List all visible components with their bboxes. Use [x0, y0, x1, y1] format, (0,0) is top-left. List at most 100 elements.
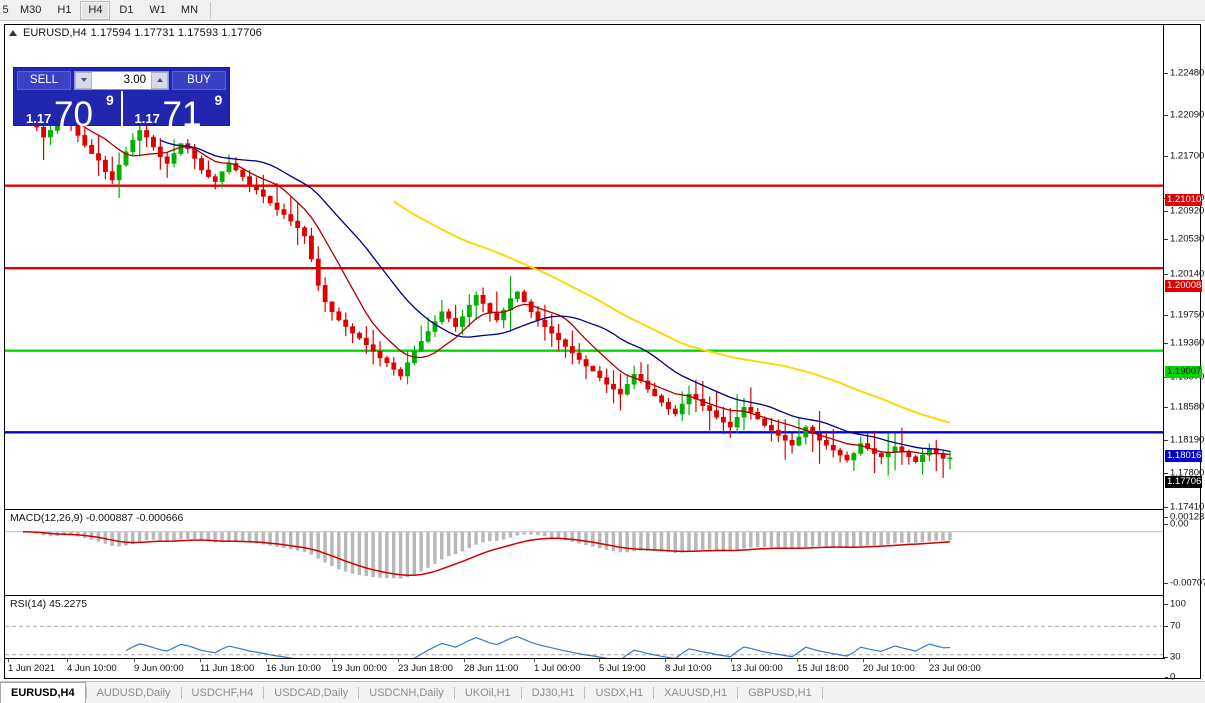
rsi-chart-svg [5, 625, 1165, 672]
macd-indicator-pane[interactable]: MACD(12,26,9) -0.000887 -0.000666 [5, 509, 1165, 594]
price-axis-tick-label: 1.17800 [1170, 467, 1205, 479]
timeframe-button-h1[interactable]: H1 [57, 4, 72, 16]
moving-average-fast [77, 122, 951, 456]
price-tag-green[interactable]: 1.19007 [1165, 366, 1203, 378]
volume-stepper[interactable]: 3.00 [74, 70, 169, 90]
buy-price-prefix: 1.17 [134, 111, 160, 126]
timeframe-toolbar: 5 M30 H1 H4 D1 W1 MN [0, 0, 1205, 21]
rsi-axis-tick-mark [1164, 677, 1168, 678]
macd-axis-tick-mark [1164, 517, 1168, 518]
chart-tab-eurusd-h4[interactable]: EURUSD,H4 [0, 682, 86, 703]
time-axis-label: 28 Jun 11:00 [464, 663, 519, 674]
price-axis-tick-mark [1164, 407, 1168, 408]
price-tag-red[interactable]: 1.21010 [1165, 194, 1203, 206]
buy-price-display[interactable]: 1.17 71 9 [120, 91, 230, 132]
macd-histogram [21, 531, 952, 579]
rsi-axis-tick-mark [1164, 604, 1168, 605]
sell-price-display[interactable]: 1.17 70 9 [14, 91, 121, 132]
timeframe-button-mn[interactable]: MN [180, 4, 199, 16]
timeframe-button-h4[interactable]: H4 [80, 0, 111, 20]
time-scale-axis[interactable]: 1 Jun 2021 4 Jun 10:00 9 Jun 00:00 11 Jun 1… [5, 658, 1165, 678]
tab-divider [653, 686, 655, 699]
price-axis-tick-label: 1.20920 [1170, 205, 1205, 217]
chart-tab-usdx-h1[interactable]: USDX,H1 [595, 686, 644, 699]
price-axis-tick-mark [1164, 156, 1168, 157]
tab-divider [821, 686, 823, 699]
time-tick-mark [731, 659, 732, 662]
chart-tab-xauusd-h1[interactable]: XAUUSD,H1 [664, 686, 728, 699]
chart-tab-usdchf-h4[interactable]: USDCHF,H4 [191, 686, 254, 699]
candlestick-series [20, 94, 953, 478]
macd-signal-line [22, 531, 951, 577]
price-axis-tick-mark [1164, 239, 1168, 240]
chart-tab-ukoil-h1[interactable]: UKOil,H1 [464, 686, 511, 699]
price-axis-tick-mark [1164, 274, 1168, 275]
macd-axis-tick-label: 0.00123 [1170, 511, 1205, 523]
time-tick-mark [398, 659, 399, 662]
time-axis-label: 9 Jun 00:00 [134, 663, 184, 674]
macd-axis-tick-label: 0.00 [1170, 518, 1189, 530]
one-click-trading-panel[interactable]: SELL 3.00 BUY 1.17 70 9 1.17 71 9 [13, 67, 230, 132]
time-tick-mark [332, 659, 333, 662]
timeframe-button-w1[interactable]: W1 [149, 4, 166, 16]
tab-divider [180, 686, 182, 699]
chart-window: EURUSD,H4 1.17594 1.17731 1.17593 1.1770… [4, 24, 1205, 683]
timeframe-button-d1[interactable]: D1 [119, 4, 134, 16]
buy-price-fraction: 9 [214, 92, 223, 108]
price-scale-axis[interactable]: 1.224801.220901.217001.213101.209201.205… [1163, 25, 1205, 683]
price-axis-tick-label: 1.20140 [1170, 268, 1205, 280]
volume-decrease-button[interactable] [75, 71, 92, 89]
sell-button[interactable]: SELL [17, 70, 71, 90]
chart-ohlc-values: 1.17594 1.17731 1.17593 1.17706 [90, 27, 262, 39]
buy-price-main: 71 [162, 95, 202, 134]
rsi-axis-tick-label: 30 [1170, 651, 1181, 663]
tab-divider [584, 686, 586, 699]
time-axis-label: 5 Jul 19:00 [599, 663, 646, 674]
tab-divider [358, 686, 360, 699]
chart-tab-dj30-h1[interactable]: DJ30,H1 [531, 686, 575, 699]
time-axis-label: 15 Jul 18:00 [797, 663, 849, 674]
price-axis-tick-label: 1.17410 [1170, 501, 1205, 513]
sell-price-fraction: 9 [106, 92, 114, 108]
collapse-arrow-icon[interactable] [9, 30, 17, 36]
chart-tab-usdcad-daily[interactable]: USDCAD,Daily [274, 686, 349, 699]
chart-tab-gbpusd-h1[interactable]: GBPUSD,H1 [748, 686, 812, 699]
macd-axis-tick-mark [1164, 524, 1168, 525]
rsi-label: RSI(14) 45.2275 [10, 598, 88, 610]
chart-tabs-bar: EURUSD,H4 AUDUSD,Daily USDCHF,H4 USDCAD,Dai… [0, 681, 1205, 703]
tab-divider [85, 686, 87, 699]
time-tick-mark [134, 659, 135, 662]
tab-divider [737, 686, 739, 699]
macd-chart-svg [5, 531, 1165, 579]
toolbar-divider [210, 1, 212, 19]
price-axis-tick-label: 1.19360 [1170, 337, 1205, 349]
price-tag-red[interactable]: 1.20008 [1165, 280, 1203, 292]
time-axis-label: 4 Jun 10:00 [67, 663, 117, 674]
trade-panel-controls: SELL 3.00 BUY [14, 68, 229, 90]
price-axis-tick-label: 1.18190 [1170, 434, 1205, 446]
sell-price-main: 70 [54, 95, 93, 134]
price-axis-tick-mark [1164, 211, 1168, 212]
price-tag-blue[interactable]: 1.18016 [1165, 450, 1203, 462]
price-axis-tick-mark [1164, 343, 1168, 344]
time-axis-label: 20 Jul 10:00 [863, 663, 915, 674]
rsi-axis-tick-label: 0 [1170, 671, 1176, 683]
volume-increase-button[interactable] [151, 71, 168, 89]
volume-input[interactable]: 3.00 [92, 71, 151, 89]
rsi-axis-tick-label: 70 [1170, 620, 1181, 632]
chart-tab-audusd-daily[interactable]: AUDUSD,Daily [96, 686, 171, 699]
time-axis-label: 23 Jun 18:00 [398, 663, 453, 674]
rsi-line [125, 635, 951, 672]
price-axis-tick-label: 1.21700 [1170, 150, 1205, 162]
chart-tab-usdcnh-daily[interactable]: USDCNH,Daily [369, 686, 444, 699]
price-chart-svg [5, 94, 1165, 478]
timeframe-button-5[interactable]: 5 [2, 4, 9, 16]
macd-label: MACD(12,26,9) -0.000887 -0.000666 [10, 512, 184, 524]
rsi-axis-tick-mark [1164, 657, 1168, 658]
sell-price-prefix: 1.17 [26, 111, 52, 126]
chart-symbol-label: EURUSD,H4 [23, 27, 87, 39]
price-tag-black[interactable]: 1.17706 [1165, 476, 1203, 488]
timeframe-button-m30[interactable]: M30 [20, 4, 42, 16]
price-axis-tick-label: 1.22090 [1170, 109, 1205, 121]
buy-button[interactable]: BUY [172, 70, 226, 90]
